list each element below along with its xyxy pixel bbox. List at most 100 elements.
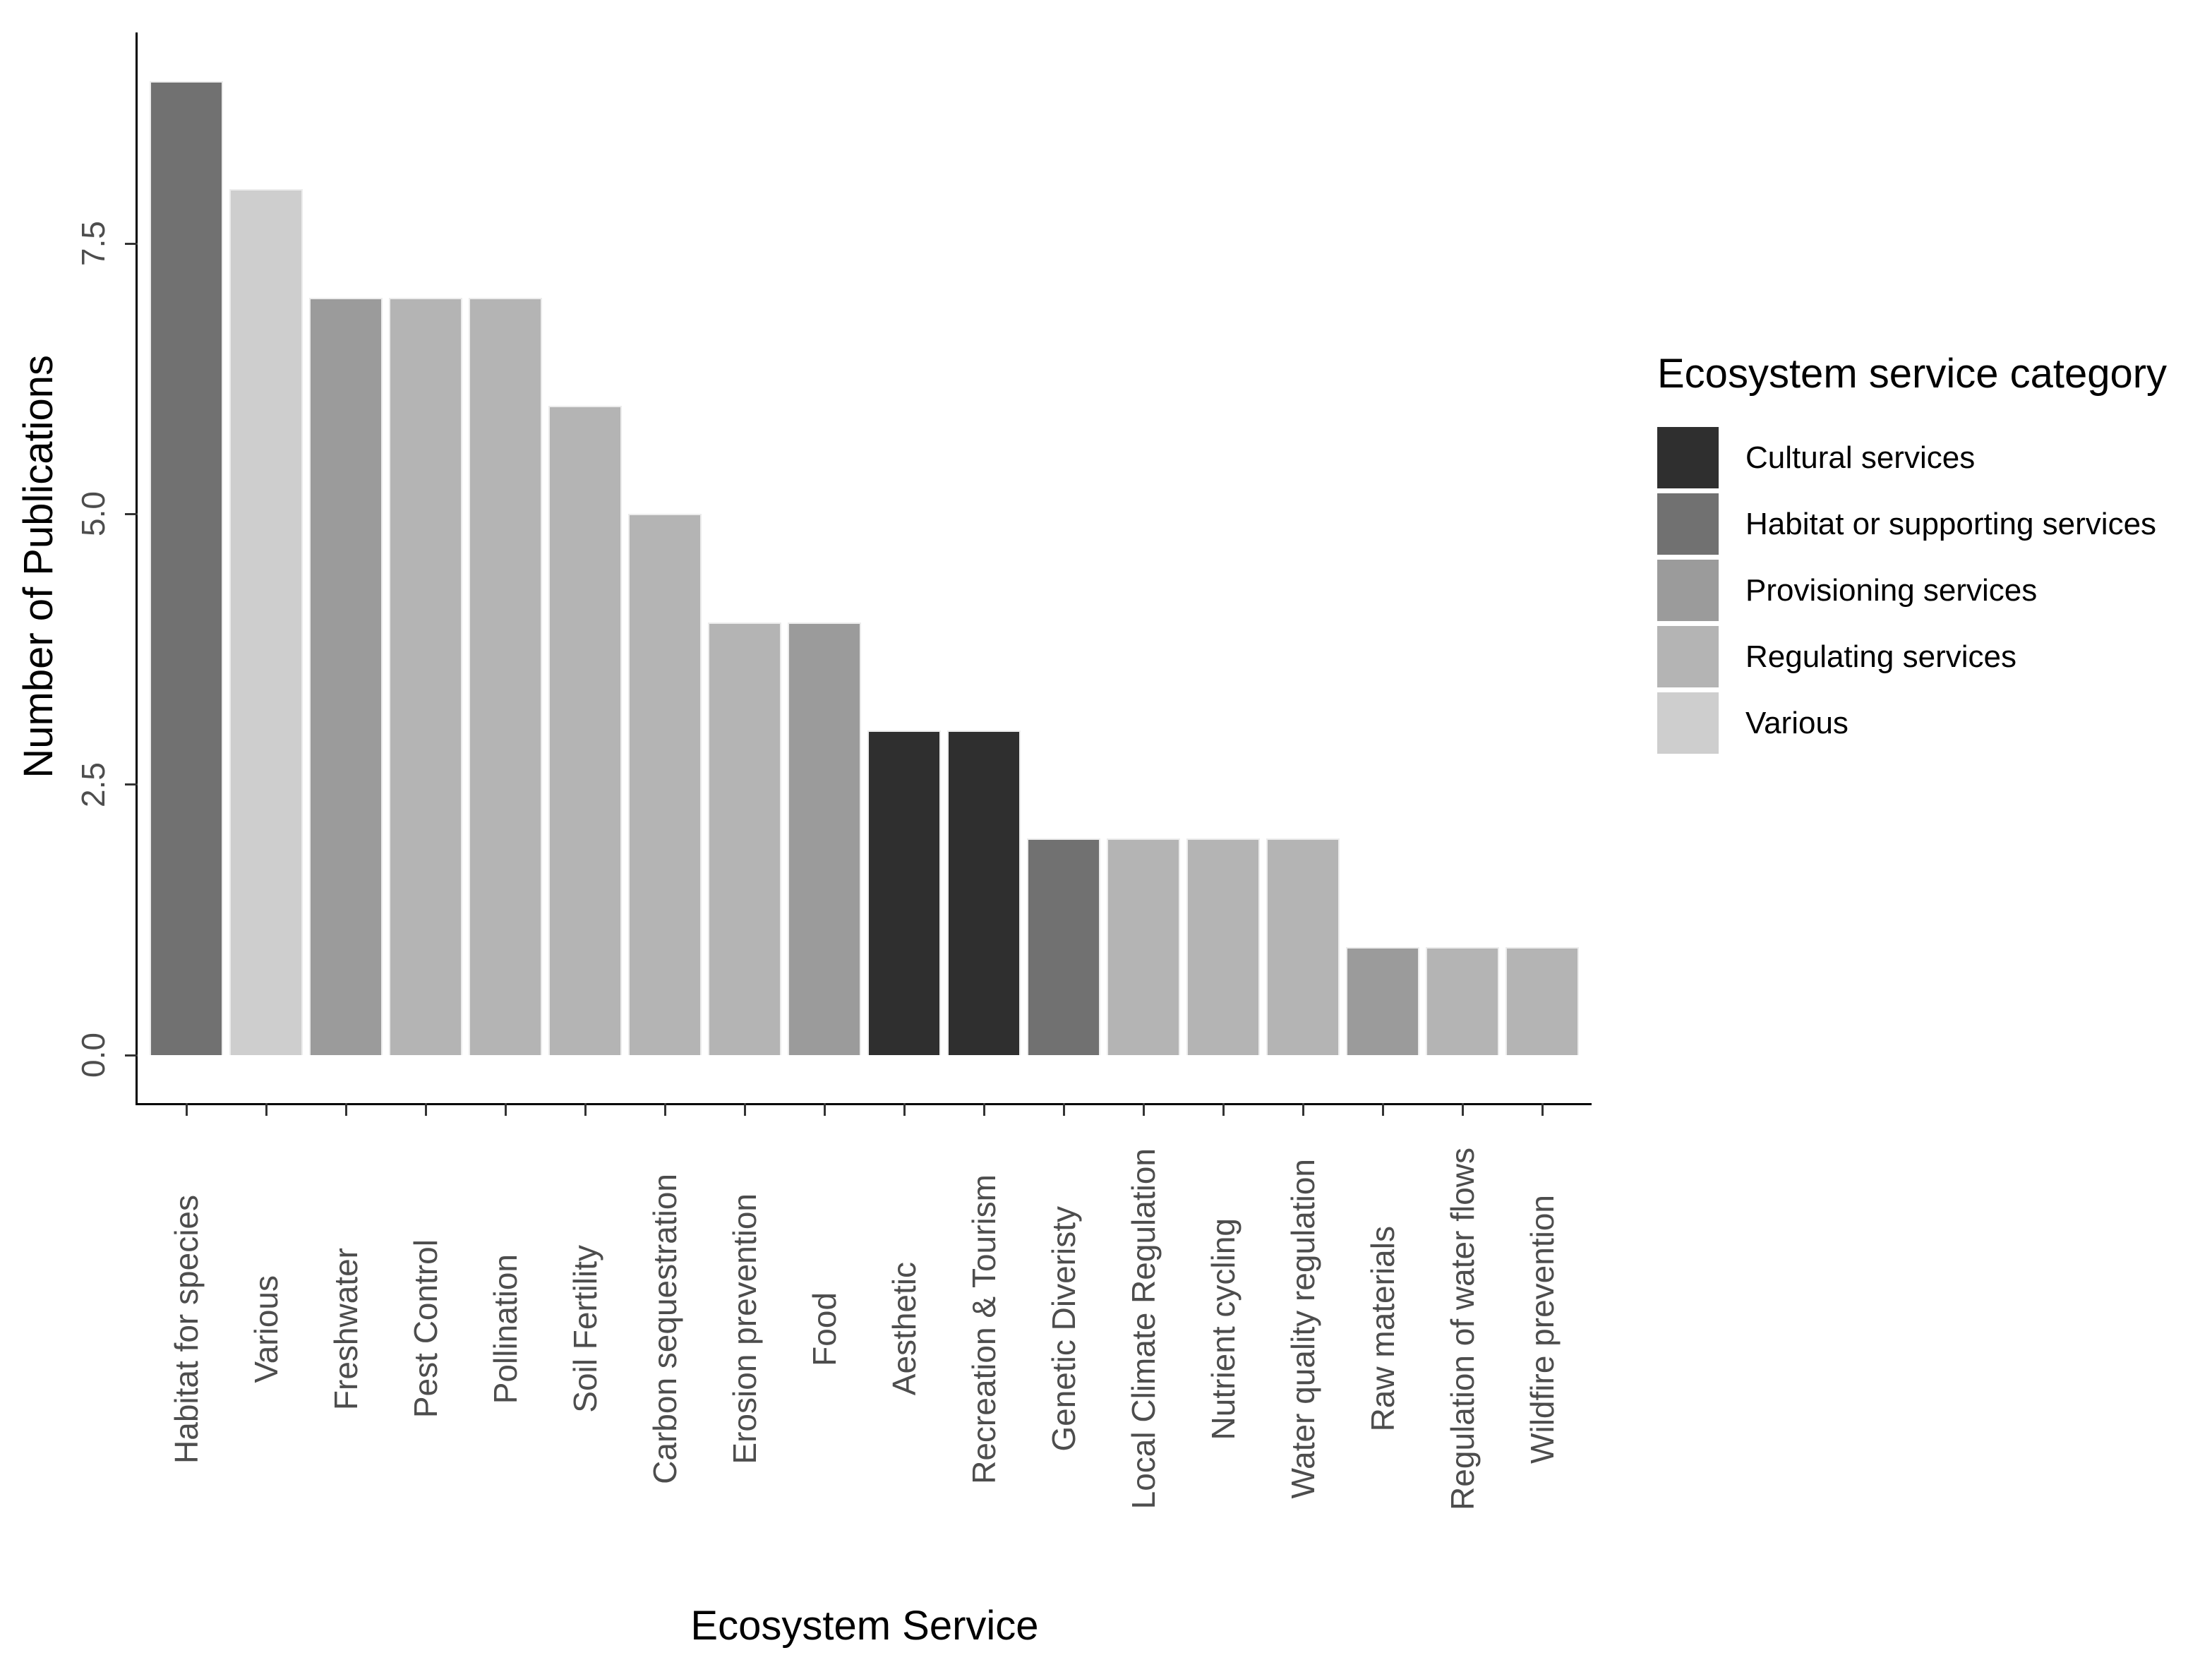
bar-aesthetic <box>867 730 941 1055</box>
bar-raw-materials <box>1346 946 1419 1055</box>
x-tick-label-erosion-prevention: Erosion prevention <box>705 1117 785 1541</box>
x-tick-label-various: Various <box>227 1117 306 1541</box>
x-tick-pollination <box>504 1103 507 1116</box>
legend-row-cultural: Cultural services <box>1657 427 2167 488</box>
x-tick-label-text-genetic-diveristy: Genetic Diveristy <box>1045 1206 1082 1452</box>
x-tick-label-text-freshwater: Freshwater <box>327 1247 364 1411</box>
x-tick-label-text-local-climate-regulation: Local Climate Regulation <box>1125 1148 1162 1510</box>
plot-panel <box>136 32 1592 1105</box>
bar-genetic-diveristy <box>1027 838 1100 1055</box>
bar-carbon-sequestration <box>628 514 702 1055</box>
y-tick-2-5 <box>125 783 138 786</box>
legend-title: Ecosystem service category <box>1657 351 2168 397</box>
bar-pollination <box>469 297 542 1055</box>
x-axis-title: Ecosystem Service <box>690 1603 1039 1649</box>
legend-swatch-provisioning <box>1657 560 1719 621</box>
bar-wildfire-prevention <box>1505 946 1579 1055</box>
x-tick-label-text-erosion-prevention: Erosion prevention <box>726 1193 763 1464</box>
x-tick-label-text-nutrient-cycling: Nutrient cycling <box>1205 1217 1242 1440</box>
x-tick-genetic-diveristy <box>1062 1103 1065 1116</box>
x-tick-label-text-recreation-and-tourism: Recreation & Tourism <box>966 1174 1002 1484</box>
y-tick-5-0 <box>125 512 138 515</box>
bar-regulation-of-water-flows <box>1426 946 1499 1055</box>
legend-swatch-cultural <box>1657 427 1719 488</box>
legend-entries: Cultural services Habitat or supporting s… <box>1657 427 2167 754</box>
legend-swatch-regulating <box>1657 626 1719 687</box>
x-tick-habitat-for-species <box>185 1103 188 1116</box>
x-tick-label-local-climate-regulation: Local Climate Regulation <box>1104 1117 1184 1541</box>
x-tick-nutrient-cycling <box>1222 1103 1225 1116</box>
legend-label-various: Various <box>1745 705 1849 740</box>
x-tick-aesthetic <box>903 1103 906 1116</box>
bar-water-quality-regulation <box>1266 838 1340 1055</box>
legend-row-regulating: Regulating services <box>1657 626 2167 687</box>
x-tick-label-pollination: Pollination <box>466 1117 546 1541</box>
legend-label-cultural: Cultural services <box>1745 440 1976 475</box>
y-axis-title-text: Number of Publications <box>15 355 61 778</box>
x-tick-label-text-soil-fertility: Soil Fertility <box>567 1245 603 1413</box>
x-tick-pest-control <box>424 1103 427 1116</box>
y-tick-label-2-5: 2.5 <box>75 762 112 807</box>
x-tick-local-climate-regulation <box>1142 1103 1145 1116</box>
bar-soil-fertility <box>548 406 622 1055</box>
x-tick-label-water-quality-regulation: Water quality regulation <box>1263 1117 1343 1541</box>
x-tick-freshwater <box>344 1103 347 1116</box>
bar-habitat-for-species <box>150 81 223 1055</box>
x-tick-water-quality-regulation <box>1302 1103 1304 1116</box>
y-tick-label-0-0: 0.0 <box>75 1033 112 1078</box>
x-tick-label-text-water-quality-regulation: Water quality regulation <box>1285 1159 1321 1499</box>
legend-label-regulating: Regulating services <box>1745 639 2016 674</box>
legend-row-provisioning: Provisioning services <box>1657 560 2167 621</box>
x-tick-label-pest-control: Pest Control <box>386 1117 466 1541</box>
bar-pest-control <box>389 297 462 1055</box>
x-tick-label-genetic-diveristy: Genetic Diveristy <box>1024 1117 1104 1541</box>
bar-local-climate-regulation <box>1107 838 1180 1055</box>
legend-row-various: Various <box>1657 692 2167 754</box>
legend: Ecosystem service category Cultural serv… <box>1657 350 2167 759</box>
legend-label-habitat: Habitat or supporting services <box>1745 506 2157 541</box>
x-tick-label-soil-fertility: Soil Fertility <box>546 1117 625 1541</box>
x-tick-soil-fertility <box>584 1103 587 1116</box>
x-tick-label-text-habitat-for-species: Habitat for species <box>168 1194 205 1464</box>
y-tick-label-5-0: 5.0 <box>75 491 112 537</box>
x-tick-label-carbon-sequestration: Carbon sequestration <box>625 1117 705 1541</box>
legend-swatch-various <box>1657 692 1719 754</box>
x-tick-label-text-pest-control: Pest Control <box>407 1239 444 1419</box>
bar-various <box>229 189 303 1055</box>
bar-erosion-prevention <box>708 622 781 1055</box>
y-tick-7-5 <box>125 242 138 245</box>
x-tick-label-regulation-of-water-flows: Regulation of water flows <box>1423 1117 1503 1541</box>
bar-recreation-and-tourism <box>947 730 1021 1055</box>
x-tick-label-food: Food <box>785 1117 865 1541</box>
x-tick-carbon-sequestration <box>663 1103 666 1116</box>
y-tick-0-0 <box>125 1054 138 1057</box>
x-tick-label-text-aesthetic: Aesthetic <box>886 1262 922 1396</box>
x-tick-label-text-various: Various <box>248 1275 284 1383</box>
legend-label-provisioning: Provisioning services <box>1745 572 2038 608</box>
x-tick-label-text-wildfire-prevention: Wildfire prevention <box>1524 1194 1561 1464</box>
x-tick-label-recreation-and-tourism: Recreation & Tourism <box>944 1117 1024 1541</box>
y-axis-title: Number of Publications <box>11 281 65 853</box>
x-tick-recreation-and-tourism <box>982 1103 985 1116</box>
bar-nutrient-cycling <box>1186 838 1260 1055</box>
x-tick-label-text-regulation-of-water-flows: Regulation of water flows <box>1444 1148 1481 1510</box>
x-tick-label-wildfire-prevention: Wildfire prevention <box>1503 1117 1582 1541</box>
x-tick-regulation-of-water-flows <box>1461 1103 1464 1116</box>
x-tick-label-habitat-for-species: Habitat for species <box>147 1117 227 1541</box>
x-tick-label-freshwater: Freshwater <box>306 1117 386 1541</box>
x-tick-label-text-carbon-sequestration: Carbon sequestration <box>647 1174 683 1484</box>
x-tick-label-text-food: Food <box>806 1292 843 1366</box>
legend-swatch-habitat <box>1657 493 1719 555</box>
x-tick-label-nutrient-cycling: Nutrient cycling <box>1184 1117 1263 1541</box>
bar-food <box>788 622 861 1055</box>
y-tick-label-7-5: 7.5 <box>75 221 112 266</box>
x-tick-erosion-prevention <box>743 1103 746 1116</box>
legend-row-habitat: Habitat or supporting services <box>1657 493 2167 555</box>
x-tick-raw-materials <box>1381 1103 1384 1116</box>
x-tick-label-text-raw-materials: Raw materials <box>1364 1226 1401 1432</box>
bar-freshwater <box>309 297 383 1055</box>
x-tick-label-aesthetic: Aesthetic <box>865 1117 944 1541</box>
x-tick-food <box>823 1103 826 1116</box>
x-tick-label-raw-materials: Raw materials <box>1343 1117 1423 1541</box>
